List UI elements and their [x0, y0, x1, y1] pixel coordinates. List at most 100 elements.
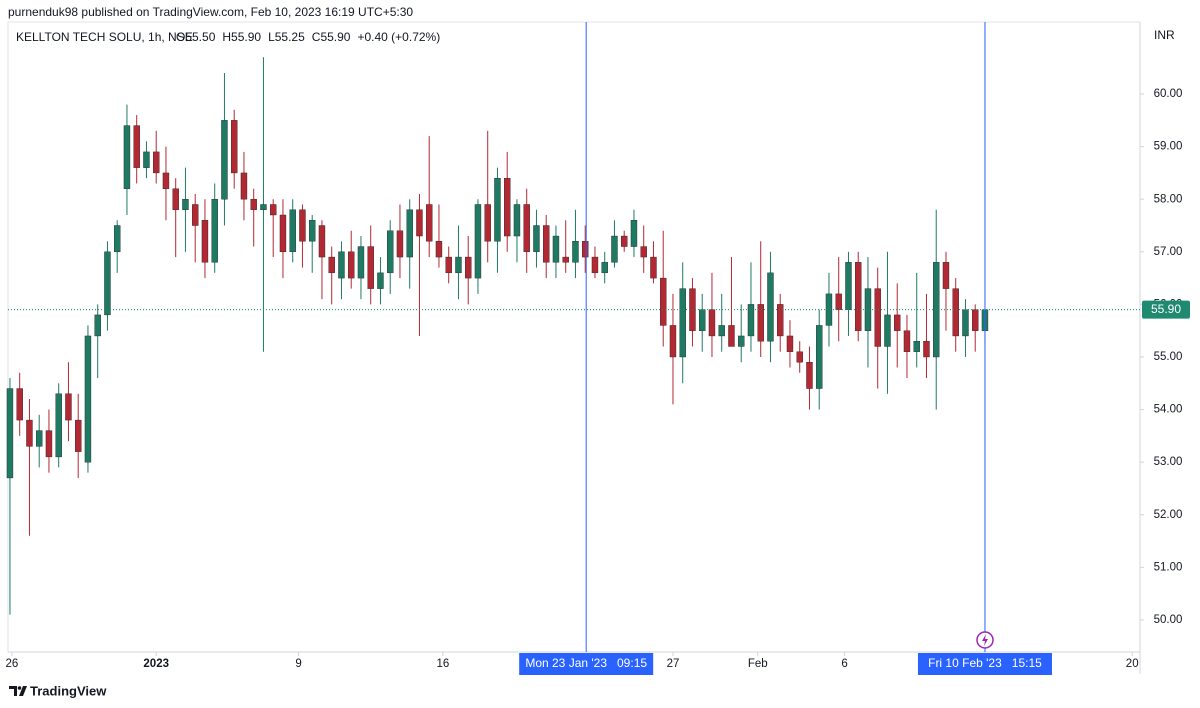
candle-body [630, 220, 638, 247]
y-axis-unit: INR [1154, 28, 1175, 42]
candle-body [708, 309, 716, 337]
candle-body [679, 288, 686, 358]
candle-body [562, 256, 569, 263]
candle-body [640, 246, 647, 258]
candle-body [777, 304, 784, 337]
candle-body [972, 309, 979, 331]
candle-body [201, 220, 209, 263]
crosshair-tag [917, 653, 1052, 675]
candle-body [543, 225, 550, 263]
y-tick-label: 53.00 [1154, 456, 1183, 468]
candle-body [767, 272, 774, 342]
candle-body [367, 246, 374, 289]
candles [6, 57, 989, 615]
candle-body [133, 125, 140, 168]
candle-body [552, 235, 560, 263]
candle-body [396, 230, 404, 258]
last-price-label: 55.90 [1151, 302, 1181, 316]
candle-body [933, 262, 940, 358]
candle-body [192, 204, 199, 226]
x-tick-label: 6 [841, 658, 847, 670]
last-price-tag [1142, 300, 1190, 319]
candle-body [270, 204, 277, 216]
candle-body [416, 209, 423, 237]
candle-body [699, 309, 706, 331]
ohlc-legend: +0.40 (+0.72%) [357, 30, 440, 44]
x-tick-label: 9 [295, 658, 301, 670]
candle-body [533, 225, 540, 253]
candle-body [455, 256, 462, 274]
candle-body [923, 341, 930, 358]
candle-body [84, 335, 92, 463]
candle-body [114, 225, 121, 253]
candle-body [318, 225, 326, 258]
candle-body [172, 188, 179, 210]
candle-body [387, 230, 394, 274]
candle-body [377, 272, 384, 289]
candle-body [465, 256, 472, 279]
candle-body [45, 430, 53, 458]
candle-body [348, 251, 355, 279]
candle-body [75, 419, 82, 452]
candle-body [309, 220, 316, 242]
candle-body [786, 335, 794, 352]
candle-body [6, 388, 14, 479]
plot-frame [7, 21, 1141, 653]
candle-body [845, 262, 852, 310]
candle-body [299, 209, 306, 242]
candle-body [884, 314, 891, 347]
candle-body [328, 256, 335, 274]
candle-body [601, 262, 608, 274]
candle-body [747, 304, 755, 337]
candle-body [806, 362, 813, 389]
candle-body [913, 341, 920, 352]
candle-body [94, 314, 101, 337]
candle-body [182, 199, 189, 210]
candle-body [660, 277, 667, 326]
y-tick-label: 57.00 [1154, 246, 1183, 258]
ohlc-legend: L55.25 [268, 30, 305, 44]
candle-body [504, 177, 511, 237]
candle-body [260, 204, 267, 210]
candle-body [942, 262, 950, 289]
candle-body [406, 209, 413, 258]
candle-body [621, 235, 628, 247]
candle-body [591, 256, 599, 274]
y-tick-label: 54.00 [1154, 404, 1183, 416]
candle-body [825, 293, 833, 326]
candle-body [153, 151, 160, 174]
candle-body [143, 151, 150, 168]
y-tick-label: 60.00 [1154, 88, 1183, 100]
candle-body [426, 204, 433, 242]
axes: 50.0051.0052.0053.0054.0055.0056.0057.00… [6, 88, 1183, 670]
candle-body [669, 325, 677, 358]
candle-body [796, 351, 803, 363]
candle-body [757, 304, 764, 342]
candle-body [903, 330, 911, 352]
candle-body [484, 204, 491, 242]
candle-body [738, 335, 745, 347]
y-tick-label: 52.00 [1154, 509, 1183, 521]
candle-body [816, 325, 823, 389]
candle-body [582, 241, 589, 258]
candle-body [16, 388, 23, 421]
candle-body [26, 419, 33, 447]
candle-body [211, 199, 218, 263]
ohlc-legend: C55.90 [312, 30, 351, 44]
candle-body [445, 256, 452, 274]
x-tick-label: Feb [748, 658, 768, 670]
x-tick-label: 26 [6, 658, 19, 670]
candle-body [240, 172, 248, 200]
candle-body [894, 314, 901, 331]
candle-body [55, 393, 62, 458]
y-tick-label: 58.00 [1154, 193, 1183, 205]
y-tick-label: 50.00 [1154, 614, 1183, 626]
ohlc-legend: H55.90 [222, 30, 261, 44]
candle-body [572, 241, 579, 263]
crosshair-label: Mon 23 Jan '23 09:15 [525, 656, 647, 670]
candle-body [874, 288, 881, 347]
candle-body [162, 172, 170, 189]
candle-body [221, 120, 228, 200]
candle-body [728, 325, 735, 347]
candle-body [952, 288, 959, 337]
